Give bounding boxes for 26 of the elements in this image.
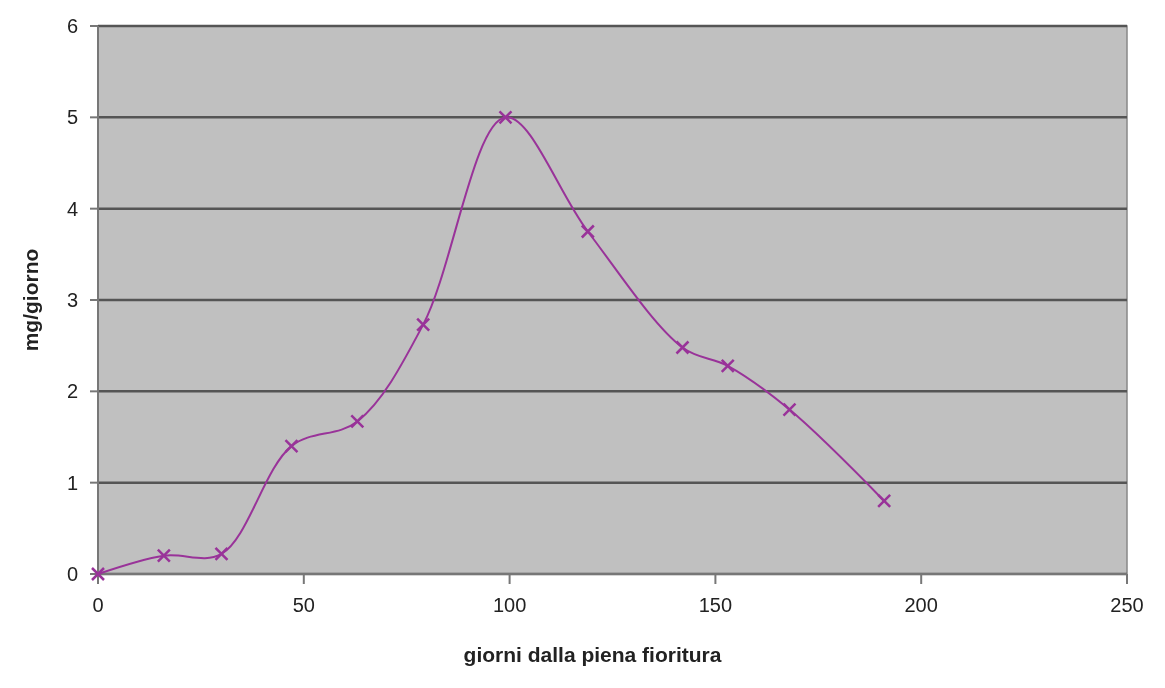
y-tick-label: 0 — [66, 563, 78, 585]
y-axis-title: mg/giorno — [19, 248, 42, 352]
x-tick-label: 250 — [1110, 594, 1144, 616]
y-tick-label: 4 — [66, 197, 78, 220]
x-tick-label: 150 — [698, 594, 733, 616]
y-tick-label: 3 — [66, 289, 78, 311]
y-tick-label: 1 — [66, 471, 78, 494]
point — [214, 546, 229, 562]
x-axis-title: giorni dalla piena fioritura — [463, 643, 722, 666]
x-tick-label: 50 — [292, 594, 315, 616]
point — [156, 548, 172, 563]
point — [675, 340, 690, 355]
y-tick-label: 5 — [66, 106, 78, 129]
y-tick-label: 6 — [66, 15, 78, 37]
x-tick-label: 200 — [904, 594, 938, 616]
x-tick-label: 100 — [492, 594, 527, 616]
point — [350, 414, 365, 429]
point — [498, 110, 513, 125]
x-tick-label: 0 — [92, 594, 104, 616]
point — [876, 493, 892, 509]
point — [720, 358, 735, 374]
point — [782, 402, 797, 417]
point — [415, 317, 431, 332]
point — [284, 438, 299, 454]
point — [580, 224, 596, 239]
y-tick-label: 2 — [66, 380, 78, 403]
